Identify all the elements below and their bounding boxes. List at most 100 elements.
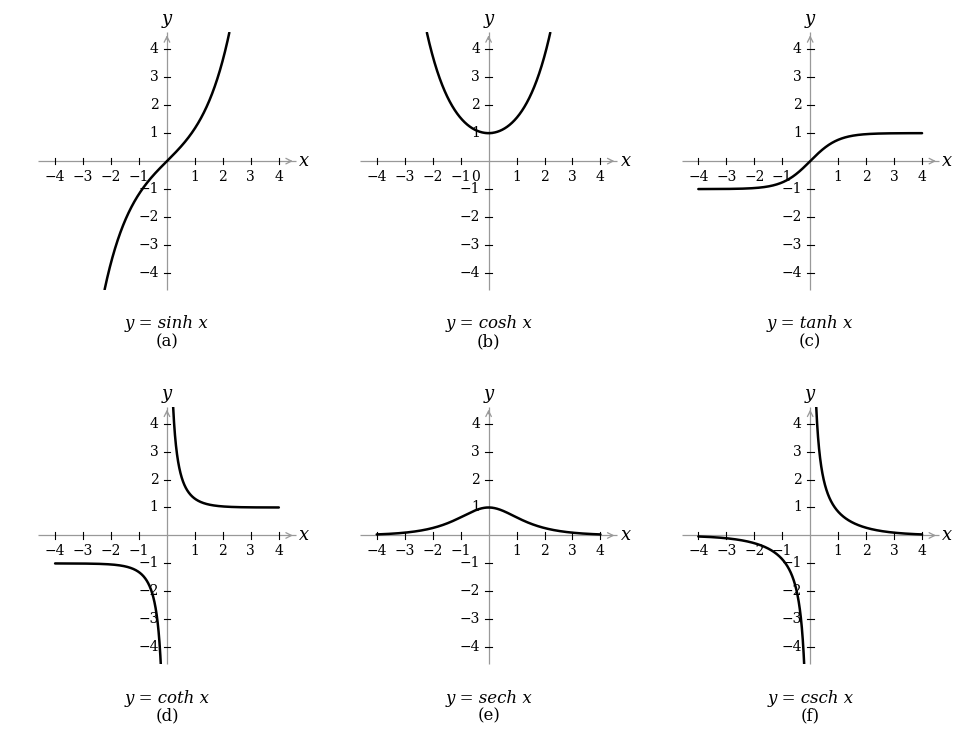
Text: y: y: [162, 385, 172, 403]
Text: 3: 3: [890, 544, 899, 558]
Text: (b): (b): [477, 333, 500, 351]
Text: y = csch x: y = csch x: [767, 690, 854, 707]
Text: 1: 1: [471, 126, 480, 140]
Text: y = tanh x: y = tanh x: [767, 315, 854, 333]
Text: 1: 1: [149, 500, 159, 515]
Text: 2: 2: [862, 544, 871, 558]
Text: x: x: [299, 527, 309, 545]
Text: −2: −2: [744, 544, 764, 558]
Text: 3: 3: [890, 169, 899, 184]
Text: −1: −1: [138, 557, 159, 571]
Text: −2: −2: [138, 584, 159, 598]
Text: 2: 2: [862, 169, 871, 184]
Text: −3: −3: [782, 613, 802, 626]
Text: y = sinh x: y = sinh x: [125, 315, 209, 333]
Text: 1: 1: [513, 544, 521, 558]
Text: −3: −3: [395, 544, 415, 558]
Text: 2: 2: [218, 544, 227, 558]
Text: −2: −2: [460, 584, 480, 598]
Text: −3: −3: [717, 169, 737, 184]
Text: 2: 2: [540, 169, 549, 184]
Text: −3: −3: [460, 238, 480, 252]
Text: 4: 4: [918, 544, 926, 558]
Text: 2: 2: [149, 98, 159, 112]
Text: 1: 1: [833, 169, 843, 184]
Text: y = coth x: y = coth x: [125, 690, 210, 707]
Text: 4: 4: [471, 42, 480, 56]
Text: 3: 3: [471, 70, 480, 84]
Text: −1: −1: [782, 182, 802, 196]
Text: y: y: [162, 10, 172, 28]
Text: (c): (c): [799, 333, 821, 351]
Text: −2: −2: [782, 584, 802, 598]
Text: 3: 3: [246, 544, 255, 558]
Text: −2: −2: [744, 169, 764, 184]
Text: −3: −3: [73, 169, 93, 184]
Text: −1: −1: [450, 169, 471, 184]
Text: −2: −2: [422, 169, 443, 184]
Text: −4: −4: [138, 640, 159, 655]
Text: 2: 2: [793, 98, 802, 112]
Text: 1: 1: [793, 126, 802, 140]
Text: y: y: [484, 10, 493, 28]
Text: −4: −4: [45, 544, 65, 558]
Text: 1: 1: [191, 544, 199, 558]
Text: (f): (f): [801, 708, 820, 725]
Text: −1: −1: [128, 169, 149, 184]
Text: −2: −2: [138, 210, 159, 224]
Text: 2: 2: [793, 473, 802, 487]
Text: −3: −3: [138, 238, 159, 252]
Text: −1: −1: [138, 182, 159, 196]
Text: x: x: [943, 152, 952, 170]
Text: x: x: [299, 152, 309, 170]
Text: 1: 1: [513, 169, 521, 184]
Text: −4: −4: [367, 544, 387, 558]
Text: −1: −1: [450, 544, 471, 558]
Text: −3: −3: [138, 613, 159, 626]
Text: −3: −3: [460, 613, 480, 626]
Text: −4: −4: [138, 266, 159, 280]
Text: −1: −1: [460, 182, 480, 196]
Text: −2: −2: [422, 544, 443, 558]
Text: 4: 4: [793, 42, 802, 56]
Text: −2: −2: [101, 169, 122, 184]
Text: −1: −1: [772, 544, 792, 558]
Text: y: y: [805, 10, 815, 28]
Text: −3: −3: [395, 169, 415, 184]
Text: 4: 4: [793, 416, 802, 431]
Text: (d): (d): [155, 708, 179, 725]
Text: −2: −2: [101, 544, 122, 558]
Text: −2: −2: [460, 210, 480, 224]
Text: x: x: [943, 527, 952, 545]
Text: 2: 2: [540, 544, 549, 558]
Text: 3: 3: [568, 544, 577, 558]
Text: −4: −4: [460, 640, 480, 655]
Text: −1: −1: [772, 169, 792, 184]
Text: −3: −3: [717, 544, 737, 558]
Text: −2: −2: [782, 210, 802, 224]
Text: −3: −3: [782, 238, 802, 252]
Text: −4: −4: [688, 169, 709, 184]
Text: 1: 1: [149, 126, 159, 140]
Text: −1: −1: [128, 544, 149, 558]
Text: −1: −1: [460, 557, 480, 571]
Text: 2: 2: [471, 473, 480, 487]
Text: y = sech x: y = sech x: [445, 690, 532, 707]
Text: y: y: [484, 385, 493, 403]
Text: 4: 4: [596, 544, 604, 558]
Text: 4: 4: [149, 42, 159, 56]
Text: 4: 4: [149, 416, 159, 431]
Text: 1: 1: [471, 500, 480, 515]
Text: 4: 4: [274, 169, 284, 184]
Text: 4: 4: [274, 544, 284, 558]
Text: 2: 2: [149, 473, 159, 487]
Text: 1: 1: [191, 169, 199, 184]
Text: −3: −3: [73, 544, 93, 558]
Text: (a): (a): [155, 333, 178, 351]
Text: −4: −4: [782, 266, 802, 280]
Text: 3: 3: [149, 70, 159, 84]
Text: 3: 3: [568, 169, 577, 184]
Text: 3: 3: [149, 445, 159, 458]
Text: x: x: [621, 527, 630, 545]
Text: 4: 4: [918, 169, 926, 184]
